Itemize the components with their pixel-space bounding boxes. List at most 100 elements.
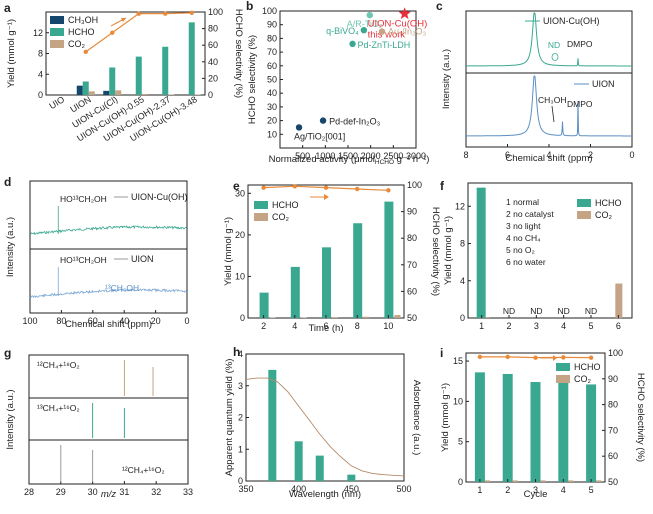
- x-axis-label-tail: g⁻¹ h⁻¹): [394, 154, 429, 165]
- y2-tick-label: 60: [208, 40, 218, 50]
- x-tick-label: 31: [119, 487, 129, 497]
- y-tick-label: 10: [453, 396, 463, 406]
- point-label: Pd-def-In₂O₃: [329, 117, 381, 127]
- point-note: this work: [368, 30, 406, 41]
- y2-axis-label: HCHO selectivity (%): [635, 373, 646, 462]
- x-tick-label: 1: [479, 321, 484, 331]
- selectivity-point: [136, 11, 141, 16]
- x-tick-label: 2: [506, 321, 511, 331]
- scatter-point: [378, 28, 386, 35]
- selectivity-point: [292, 184, 297, 189]
- bar-hcho: [530, 382, 541, 482]
- bar-hcho: [259, 292, 269, 318]
- bar-hcho: [384, 201, 394, 318]
- x-tick-label: 450: [344, 484, 359, 494]
- y-axis-label: Apparent quantum yield (%): [224, 359, 235, 477]
- bar-co2: [615, 283, 623, 318]
- x-axis-label: Time (h): [308, 323, 343, 334]
- legend-swatch: [577, 199, 591, 207]
- x-tick-label: 3: [533, 485, 538, 495]
- y2-tick-label: 20: [208, 73, 218, 83]
- arrow-head: [324, 194, 329, 200]
- x-tick-label: 30: [88, 487, 98, 497]
- scatter-point: [349, 40, 356, 48]
- bar-co2: [363, 316, 370, 318]
- bar-hcho: [353, 223, 363, 318]
- y2-tick-label: 80: [407, 233, 417, 243]
- x-tick-label: 2: [261, 321, 266, 331]
- aqy-bar: [268, 369, 277, 481]
- y2-tick-label: 70: [608, 425, 618, 435]
- x-tick-label: 1: [477, 485, 482, 495]
- y2-tick-label: 40: [208, 57, 218, 67]
- aqy-bar: [294, 441, 303, 481]
- scatter-star: [398, 7, 411, 19]
- plot-frame: [28, 354, 189, 485]
- nmr-trace-bottom: [466, 75, 632, 137]
- point-label: Au₁/In₂O₃: [388, 27, 427, 37]
- bar-co2: [88, 91, 95, 95]
- bar-hcho: [474, 372, 485, 482]
- bar-hcho: [188, 22, 195, 95]
- nd-label: ND: [585, 306, 597, 316]
- selectivity-point: [83, 49, 88, 55]
- y-tick-label: 3: [238, 381, 243, 391]
- bar-co2: [115, 90, 122, 95]
- y2-tick-label: 80: [608, 400, 618, 410]
- y-tick-label: 8: [460, 239, 465, 249]
- y-tick-label: 12: [33, 28, 43, 38]
- legend-label: HCHO: [574, 362, 601, 372]
- legend-swatch: [556, 375, 570, 383]
- annotation-dmpo: DMPO: [567, 99, 593, 109]
- panel-label: h: [233, 345, 240, 359]
- nd-label: ND: [503, 306, 515, 316]
- panel-e: 0 10 20 30 50 60 70 80 90 100 2 4 6 8 10 HCHO CO₂ Time (h…: [223, 179, 441, 334]
- x-axis-label: Chemical shift (ppm): [505, 153, 592, 164]
- trace-label: ¹²CH₄+¹⁸O₂: [37, 360, 80, 370]
- x-tick-label: 2000: [361, 151, 381, 161]
- selectivity-point: [533, 355, 538, 360]
- y2-tick-label: 100: [208, 7, 223, 17]
- panel-label: g: [4, 346, 11, 360]
- x-tick-label: 33: [183, 487, 193, 497]
- x-tick-label: 4: [561, 485, 566, 495]
- y2-tick-label: 60: [407, 286, 417, 296]
- nmr13c-trace-top: [29, 225, 188, 236]
- y-tick-label: 10: [235, 271, 245, 281]
- annotation: HO¹³CH₂OH: [60, 255, 107, 265]
- condition-label: 4 no CH₄: [506, 233, 541, 243]
- y-tick-label: 80: [267, 33, 277, 43]
- panel-label: d: [4, 175, 11, 189]
- x-tick-label: 40: [119, 316, 129, 326]
- panel-label: i: [440, 346, 443, 360]
- x-tick-label: 500: [295, 151, 310, 161]
- scatter-point: [366, 11, 373, 19]
- x-tick-label: 20: [151, 316, 161, 326]
- y-tick-label: 2: [238, 413, 243, 423]
- x-tick-label: 60: [88, 316, 98, 326]
- panel-label: b: [246, 0, 253, 13]
- y-tick-label: 0: [458, 477, 463, 487]
- nd-label: ND: [530, 306, 542, 316]
- x-tick-label: 8: [463, 150, 468, 160]
- point-label: A/R-TiO₂: [347, 19, 383, 29]
- trace-label: ¹³CH₄+¹⁶O₂: [37, 403, 80, 413]
- plot-frame: [467, 182, 633, 319]
- aqy-bar: [315, 455, 324, 481]
- y-tick-label: 90: [267, 20, 277, 30]
- selectivity-point: [163, 11, 168, 16]
- x-axis-label: Normalized activity (μmolHCHO g⁻¹ h⁻¹): [269, 154, 430, 166]
- y-tick-label: 60: [267, 61, 277, 71]
- x-tick-label: 10: [383, 321, 393, 331]
- condition-label: 3 no light: [506, 221, 541, 231]
- x-tick-label: 28: [24, 487, 34, 497]
- x-tick-label: 29: [56, 487, 66, 497]
- annotation: ¹³CH₃OH: [105, 283, 139, 293]
- legend-swatch: [254, 213, 268, 221]
- x-tick-label: 80: [56, 316, 66, 326]
- legend-swatch: [50, 40, 64, 48]
- selectivity-point: [505, 354, 510, 360]
